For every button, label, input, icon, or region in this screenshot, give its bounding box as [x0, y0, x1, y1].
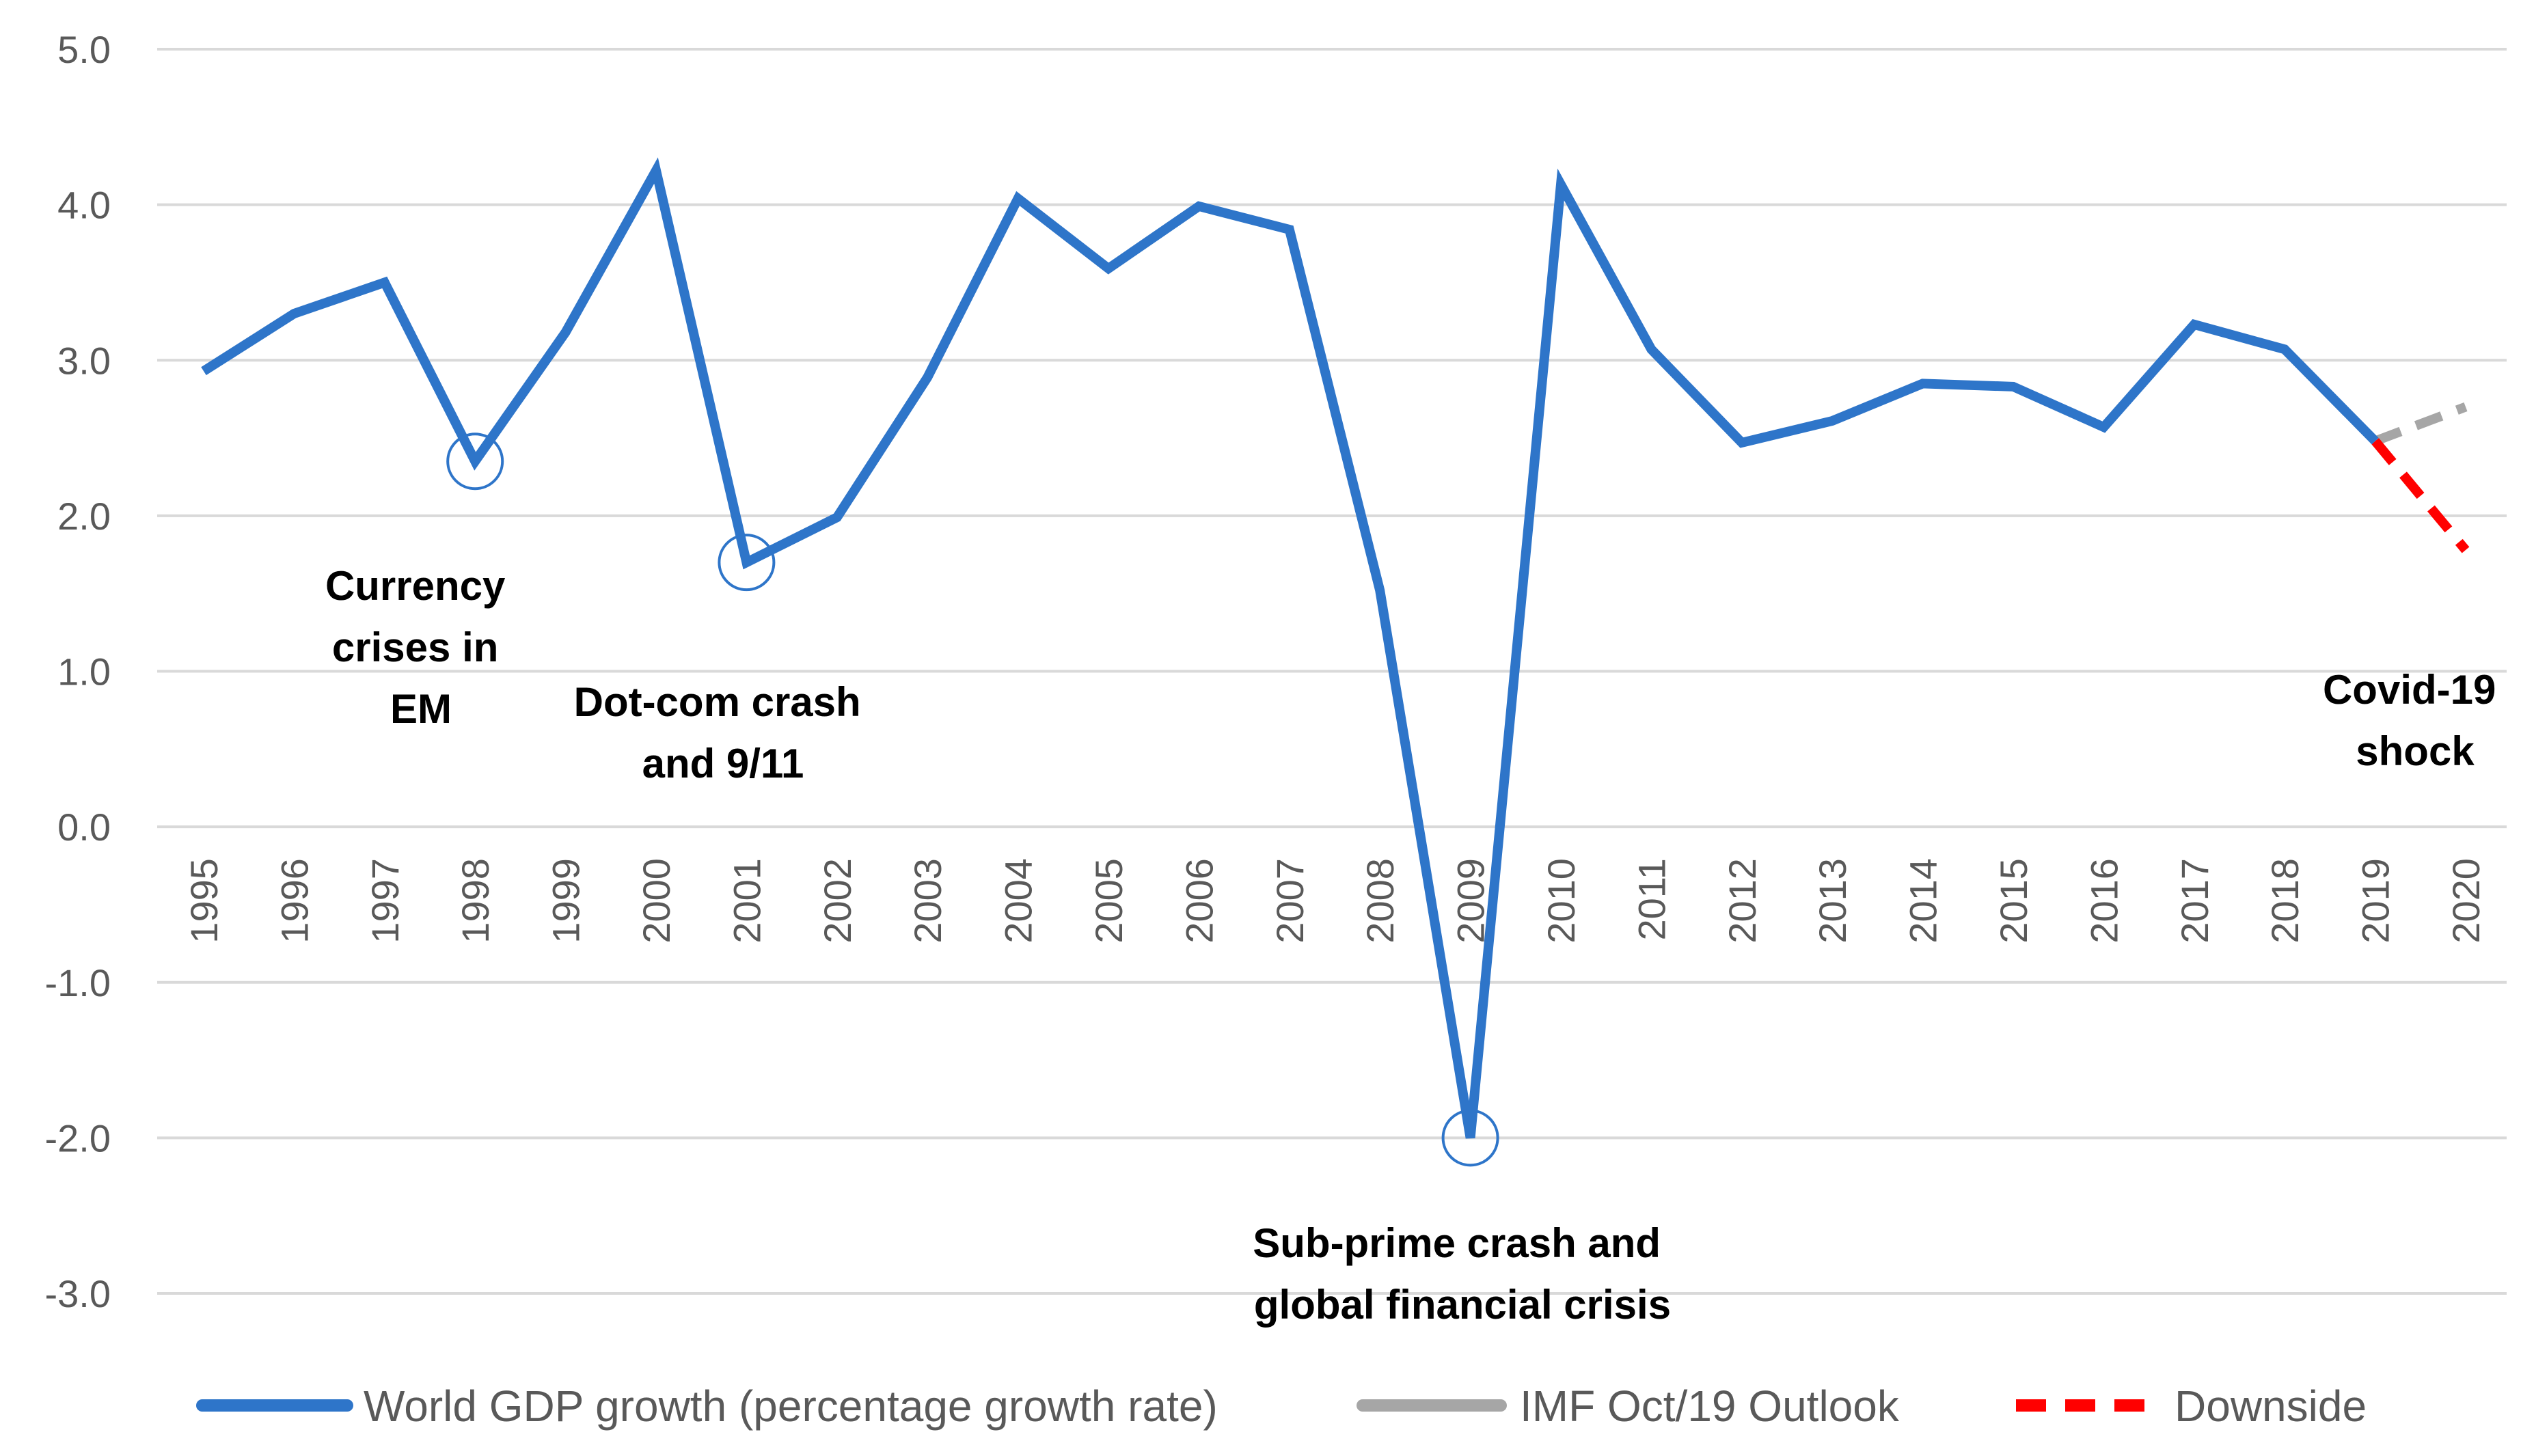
- x-axis-ticks: 1995 1996 1997 1998 1999 2000 2001 2002 2003 2004…: [182, 858, 2488, 944]
- x-tick-label: 2006: [1177, 858, 1221, 944]
- x-tick-label: 2001: [725, 858, 768, 944]
- gridlines: [157, 48, 2507, 1295]
- annotation-line: and 9/11: [642, 741, 804, 786]
- annotation-line: EM: [390, 686, 452, 732]
- x-tick-label: 2000: [635, 858, 678, 944]
- series-line-downside: [2371, 438, 2470, 553]
- x-tick-label: 2019: [2354, 858, 2397, 944]
- x-tick-label: 2020: [2444, 858, 2488, 944]
- x-tick-label: 2005: [1087, 858, 1130, 944]
- annotation-line: Covid-19: [2323, 667, 2496, 713]
- legend-item-downside: Downside: [2016, 1382, 2367, 1431]
- series-line-world-gdp: [201, 157, 2379, 1139]
- x-tick-label: 2014: [1902, 858, 1945, 944]
- y-tick-label: 1.0: [57, 650, 111, 693]
- legend: World GDP growth (percentage growth rate…: [196, 1382, 2367, 1431]
- x-tick-label: 2009: [1449, 858, 1493, 944]
- y-tick-label: 0.0: [57, 806, 111, 849]
- annotation-dotcom-crash: Dot-com crash and 9/11: [574, 679, 873, 786]
- highlight-circle: [1441, 1109, 1499, 1167]
- series-lines: [201, 157, 2470, 1139]
- x-tick-label: 2018: [2263, 858, 2306, 944]
- annotation-line: Sub-prime crash and: [1253, 1220, 1661, 1266]
- x-tick-label: 2003: [906, 858, 949, 944]
- x-tick-label: 2012: [1721, 858, 1764, 944]
- annotation-line: Dot-com crash: [574, 679, 861, 725]
- x-tick-label: 1996: [273, 858, 316, 944]
- x-tick-label: 2004: [997, 858, 1040, 944]
- highlight-circles: [446, 432, 1499, 1167]
- annotation-line: shock: [2356, 728, 2475, 774]
- legend-label-world-gdp: World GDP growth (percentage growth rate…: [364, 1382, 1218, 1431]
- y-tick-label: 3.0: [57, 339, 111, 382]
- y-tick-label: 2.0: [57, 495, 111, 538]
- x-tick-label: 1999: [545, 858, 588, 944]
- y-tick-label: -2.0: [45, 1116, 111, 1159]
- y-tick-label: -1.0: [45, 961, 111, 1004]
- annotation-line: global financial crisis: [1254, 1282, 1671, 1328]
- annotation-covid-shock: Covid-19 shock: [2323, 667, 2507, 774]
- x-tick-label: 1995: [182, 858, 226, 944]
- annotation-currency-crises: Currency crises in EM: [325, 563, 517, 732]
- y-tick-label: 4.0: [57, 184, 111, 227]
- x-tick-label: 2015: [1992, 858, 2035, 944]
- annotation-line: crises in: [332, 624, 499, 670]
- highlight-circle: [446, 432, 504, 491]
- x-tick-label: 2008: [1359, 858, 1402, 944]
- x-tick-label: 2011: [1630, 858, 1673, 940]
- x-tick-label: 2007: [1268, 858, 1311, 944]
- y-tick-label: -3.0: [45, 1272, 111, 1315]
- legend-label-downside: Downside: [2175, 1382, 2367, 1431]
- legend-item-world-gdp: World GDP growth (percentage growth rate…: [196, 1382, 1218, 1431]
- x-tick-label: 2002: [816, 858, 859, 944]
- annotation-line: Currency: [325, 563, 506, 609]
- x-tick-label: 2017: [2173, 858, 2216, 944]
- legend-item-imf-outlook: IMF Oct/19 Outlook: [1357, 1382, 1900, 1431]
- x-tick-label: 2013: [1811, 858, 1854, 944]
- series-line-imf-outlook: [2373, 402, 2468, 446]
- highlight-circle: [718, 534, 776, 592]
- legend-label-imf-outlook: IMF Oct/19 Outlook: [1520, 1382, 1900, 1431]
- annotations: Currency crises in EM Dot-com crash and …: [325, 563, 2507, 1328]
- x-tick-label: 2016: [2082, 858, 2125, 944]
- x-tick-label: 1997: [364, 858, 407, 944]
- annotation-subprime-crash: Sub-prime crash and global financial cri…: [1253, 1220, 1672, 1328]
- x-tick-label: 1998: [454, 858, 497, 944]
- y-tick-label: 5.0: [57, 28, 111, 71]
- y-axis-ticks: -3.0 -2.0 -1.0 0.0 1.0 2.0 3.0 4.0 5.0: [45, 28, 111, 1315]
- x-tick-label: 2010: [1540, 858, 1583, 944]
